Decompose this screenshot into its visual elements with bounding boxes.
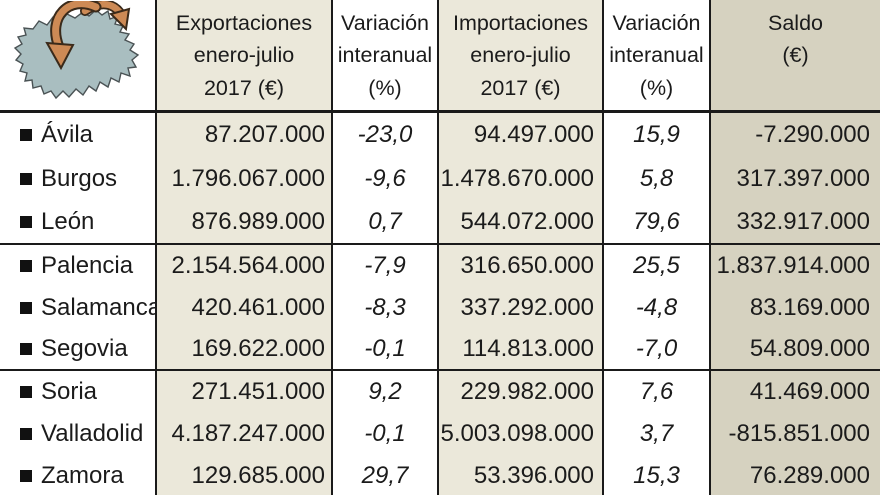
province-bullet-icon	[20, 129, 32, 141]
exports-variation-value: -0,1	[331, 413, 437, 455]
imports-value: 114.813.000	[437, 329, 602, 371]
province-label: Burgos	[41, 164, 118, 192]
province-bullet-icon	[20, 260, 32, 272]
table-row-province: Valladolid	[0, 413, 155, 455]
imports-variation-value: 25,5	[602, 245, 709, 287]
table-row-province: Burgos	[0, 157, 155, 201]
table-row-province: Palencia	[0, 245, 155, 287]
imports-variation-value: 15,9	[602, 113, 709, 157]
balance-value: -815.851.000	[709, 413, 880, 455]
balance-value: 332.917.000	[709, 201, 880, 245]
balance-value: 54.809.000	[709, 329, 880, 371]
exports-variation-value: 0,7	[331, 201, 437, 245]
imports-value: 94.497.000	[437, 113, 602, 157]
province-label: Ávila	[41, 120, 94, 148]
exports-value: 4.187.247.000	[155, 413, 331, 455]
imports-value: 53.396.000	[437, 455, 602, 495]
imports-value: 316.650.000	[437, 245, 602, 287]
imports-variation-value: 5,8	[602, 157, 709, 201]
province-bullet-icon	[20, 428, 32, 440]
balance-value: 1.837.914.000	[709, 245, 880, 287]
col-header-imports-variation: Variación interanual (%)	[602, 0, 709, 113]
table-row-province: Segovia	[0, 329, 155, 371]
table-row-province: León	[0, 201, 155, 245]
imports-value: 5.003.098.000	[437, 413, 602, 455]
province-bullet-icon	[20, 386, 32, 398]
province-bullet-icon	[20, 302, 32, 314]
import-arrow-icon	[44, 1, 101, 71]
imports-value: 544.072.000	[437, 201, 602, 245]
table-row-province: Zamora	[0, 455, 155, 495]
province-label: Valladolid	[41, 419, 144, 447]
exports-variation-value: 29,7	[331, 455, 437, 495]
balance-value: -7.290.000	[709, 113, 880, 157]
exports-value: 2.154.564.000	[155, 245, 331, 287]
exports-value: 169.622.000	[155, 329, 331, 371]
exports-variation-value: -7,9	[331, 245, 437, 287]
col-header-exports-variation: Variación interanual (%)	[331, 0, 437, 113]
table-row-province: Soria	[0, 371, 155, 413]
exports-value: 876.989.000	[155, 201, 331, 245]
col-header-balance: Saldo (€)	[709, 0, 880, 113]
province-label: Palencia	[41, 251, 134, 279]
balance-value: 317.397.000	[709, 157, 880, 201]
imports-variation-value: 15,3	[602, 455, 709, 495]
col-header-exports: Exportaciones enero-julio 2017 (€)	[155, 0, 331, 113]
province-label: Segovia	[41, 334, 128, 362]
imports-value: 1.478.670.000	[437, 157, 602, 201]
province-label: Salamanca	[41, 293, 162, 321]
balance-value: 83.169.000	[709, 287, 880, 329]
imports-variation-value: -4,8	[602, 287, 709, 329]
imports-variation-value: 7,6	[602, 371, 709, 413]
table-row-province: Salamanca	[0, 287, 161, 329]
balance-value: 41.469.000	[709, 371, 880, 413]
province-label: León	[41, 207, 95, 235]
province-label: Soria	[41, 377, 98, 405]
province-bullet-icon	[20, 343, 32, 355]
exports-value: 1.796.067.000	[155, 157, 331, 201]
exports-variation-value: -23,0	[331, 113, 437, 157]
imports-value: 229.982.000	[437, 371, 602, 413]
imports-variation-value: 3,7	[602, 413, 709, 455]
table-row-province: Ávila	[0, 113, 155, 157]
province-label: Zamora	[41, 461, 124, 489]
col-header-imports: Importaciones enero-julio 2017 (€)	[437, 0, 602, 113]
exports-value: 129.685.000	[155, 455, 331, 495]
province-bullet-icon	[20, 216, 32, 228]
imports-variation-value: -7,0	[602, 329, 709, 371]
exports-value: 87.207.000	[155, 113, 331, 157]
province-bullet-icon	[20, 173, 32, 185]
exports-value: 420.461.000	[155, 287, 331, 329]
exports-variation-value: -8,3	[331, 287, 437, 329]
exports-variation-value: -9,6	[331, 157, 437, 201]
exports-value: 271.451.000	[155, 371, 331, 413]
exports-variation-value: -0,1	[331, 329, 437, 371]
exports-variation-value: 9,2	[331, 371, 437, 413]
imports-variation-value: 79,6	[602, 201, 709, 245]
province-bullet-icon	[20, 470, 32, 482]
map-icon-cell	[0, 0, 155, 113]
castilla-y-leon-map-icon	[13, 1, 139, 100]
imports-value: 337.292.000	[437, 287, 602, 329]
balance-value: 76.289.000	[709, 455, 880, 495]
